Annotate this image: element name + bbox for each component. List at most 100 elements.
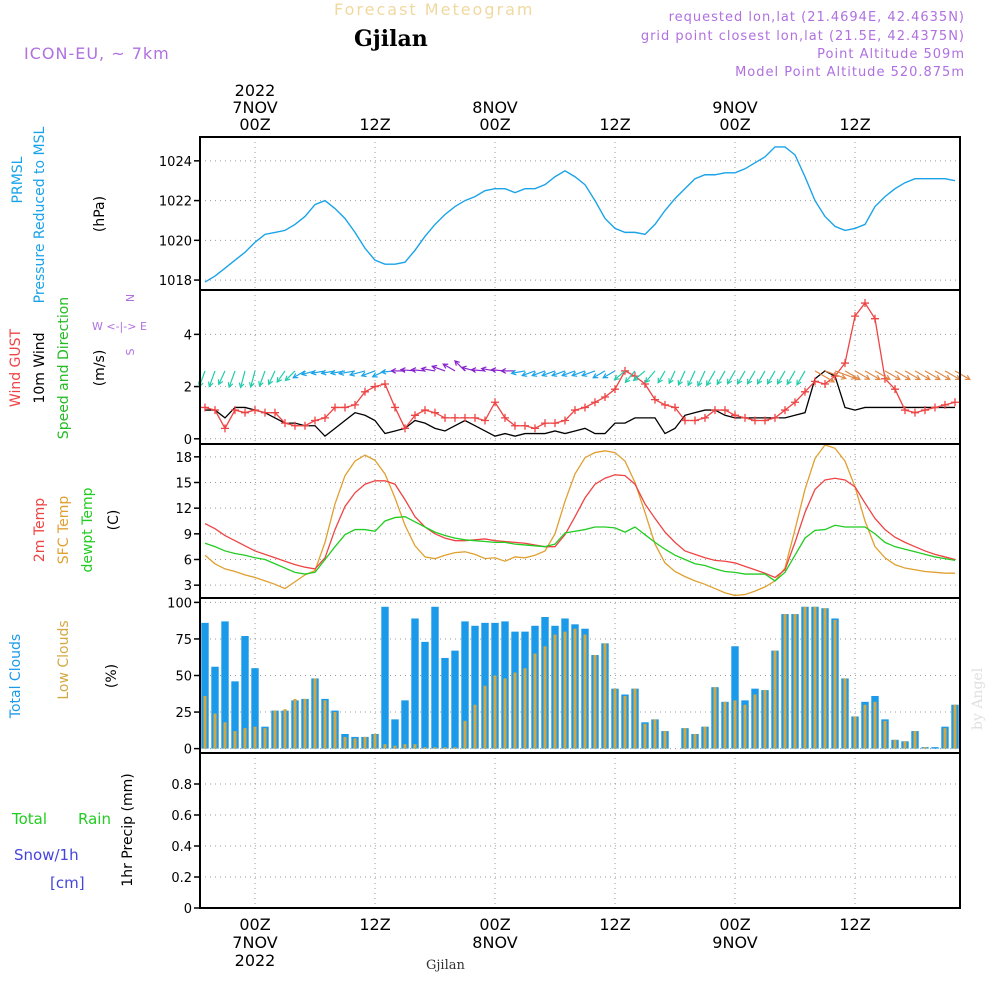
wind-direction-arrowhead [829, 377, 836, 383]
wind-gust-point [281, 419, 289, 428]
rain-label-total: Total [11, 810, 47, 828]
wind-direction-arrow [572, 370, 586, 377]
low-clouds-bar [763, 690, 767, 749]
wind-gust-point [851, 312, 859, 321]
wind-direction-arrowhead [746, 378, 753, 385]
wind-direction-arrowhead [420, 366, 427, 373]
precip-panel [194, 752, 961, 909]
wind-gust-point [241, 408, 249, 417]
wind-gust-point [711, 406, 719, 415]
wind-direction-arrowhead [786, 379, 792, 386]
low-clouds-bar [793, 614, 797, 749]
total-clouds-bar [731, 646, 739, 749]
wind-direction-arrow [592, 370, 606, 379]
temp-dewpt-label: dewpt Temp [80, 487, 96, 572]
wind-gust-point [911, 408, 919, 417]
wind-gust-point [701, 413, 709, 422]
temp-2m-line [204, 474, 956, 579]
wind-direction-arrowhead [602, 373, 609, 379]
total-clouds-bar [931, 747, 939, 749]
wind-gust-point [201, 403, 209, 412]
low-clouds-bar [503, 678, 507, 749]
model-label: ICON-EU, ~ 7km [24, 44, 170, 63]
wind-direction-arrowhead [766, 378, 773, 385]
temperature-ytick-label: 15 [175, 477, 192, 492]
top-time-label: 00Z [239, 115, 270, 134]
wind-gust-point [541, 419, 549, 428]
wind-gust-point [561, 416, 569, 425]
wind-direction-arrow [767, 370, 776, 385]
rain-label-rain: Rain [78, 810, 111, 828]
wind-direction-arrowhead [632, 375, 639, 382]
low-clouds-bar [533, 653, 537, 749]
low-clouds-bar [333, 712, 337, 749]
wind-direction-arrow [311, 370, 326, 374]
wind-gust-point [671, 403, 679, 412]
wind-direction-arrowhead [320, 369, 327, 376]
wind-gust-point [481, 416, 489, 425]
wind-direction-arrowhead [399, 367, 406, 373]
wind-direction-arrowhead [571, 371, 578, 377]
wind-direction-arrow [349, 370, 366, 376]
wind-gust-point [641, 379, 649, 388]
low-clouds-bar [363, 736, 367, 749]
precip-ylabel: 1hr Precip (mm) [120, 773, 136, 886]
wind-direction-arrow [954, 370, 971, 381]
wind-direction-arrowhead [624, 377, 631, 384]
wind-gust-point [721, 406, 729, 415]
precip-frame [199, 752, 961, 909]
low-clouds-bar [573, 628, 577, 749]
total-clouds-bar [391, 719, 399, 749]
wind-gust-point [841, 359, 849, 368]
wind-gust-point [621, 366, 629, 375]
clouds-ytick-label: 75 [175, 633, 192, 648]
bottom-time-label: 00Z [479, 915, 510, 934]
temperature-ytick-label: 18 [175, 451, 192, 466]
requested-coords: requested lon,lat (21.4694E, 42.4635N) [668, 10, 965, 25]
temp-sfc-line [204, 444, 955, 597]
wind-gust-point [891, 385, 899, 394]
wind-gust-point [511, 421, 519, 430]
wind-ytick-label: 4 [184, 328, 192, 343]
wind-gust-point [741, 413, 749, 422]
wind-gust-point [291, 421, 299, 430]
wind-direction-arrow [228, 370, 236, 388]
wind-direction-arrowhead [706, 380, 712, 387]
wind-gust-point [461, 413, 469, 422]
wind-direction-arrowhead [276, 377, 282, 384]
wind-direction-arrow [218, 370, 226, 385]
low-clouds-bar [383, 744, 387, 749]
wind-direction-arrow [924, 370, 941, 381]
wind-gust-point [571, 406, 579, 415]
wind-direction-arrowhead [736, 378, 743, 385]
top-time-label: 12Z [839, 115, 870, 134]
low-clouds-bar [293, 698, 297, 749]
wind-direction-arrowhead [284, 375, 291, 382]
wind-gust-line [204, 301, 956, 430]
wind-direction-arrow [884, 370, 901, 381]
wind-direction-arrow [276, 370, 286, 383]
wind-direction-arrow [934, 370, 951, 381]
low-clouds-bar [563, 631, 567, 749]
low-clouds-bar [253, 726, 257, 749]
wind-direction-arrow [657, 370, 666, 383]
wind-direction-arrowhead [581, 371, 588, 377]
wind-direction-arrowhead [267, 379, 274, 386]
temperature-ytick-label: 6 [184, 554, 192, 569]
wind-gust-point [801, 387, 809, 396]
wind-direction-arrowhead [884, 374, 891, 381]
pressure-ytick-label: 1024 [159, 155, 192, 170]
low-clouds-bar [593, 655, 597, 749]
wind-direction-arrow [208, 370, 216, 387]
low-clouds-bar [843, 678, 847, 749]
temp-2m-label: 2m Temp [32, 498, 48, 562]
clouds-ytick-label: 50 [175, 670, 192, 685]
wind-direction-arrow [532, 370, 546, 377]
pressure-ylabel: (hPa) [92, 196, 108, 232]
wind-direction-arrowhead [944, 374, 951, 381]
wind-direction-arrow [421, 367, 436, 372]
low-clouds-bar [773, 650, 777, 749]
pressure-frame [199, 136, 961, 291]
pressure-ytick-label: 1018 [159, 274, 192, 289]
